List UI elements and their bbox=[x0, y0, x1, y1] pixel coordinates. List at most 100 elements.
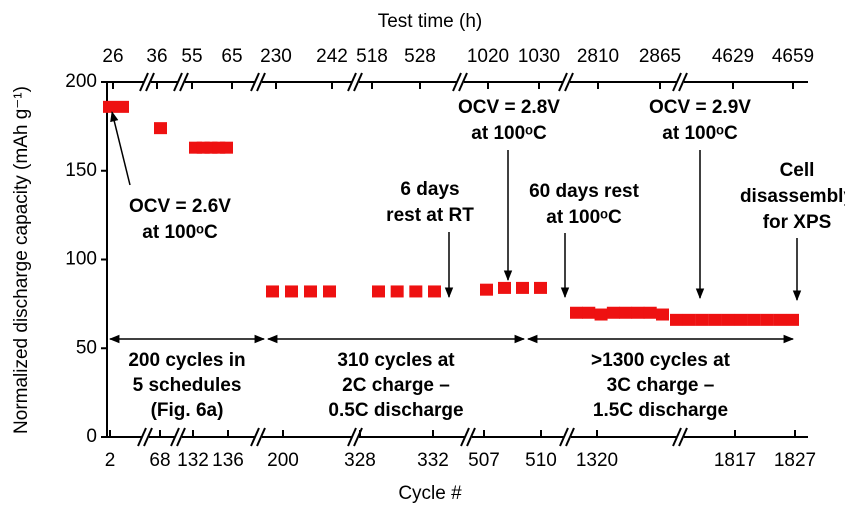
annotation-text: at 100ᵒC bbox=[471, 123, 547, 144]
axis-break bbox=[564, 72, 574, 92]
data-point bbox=[773, 313, 787, 326]
bottom-tick-label: 1817 bbox=[714, 450, 756, 471]
data-point bbox=[372, 285, 385, 298]
axis-break bbox=[672, 72, 682, 92]
axis-break-gap bbox=[457, 78, 464, 86]
annotation-text: at 100ᵒC bbox=[546, 207, 622, 228]
axis-break bbox=[170, 427, 180, 447]
data-point bbox=[304, 285, 317, 298]
data-point bbox=[266, 285, 279, 298]
axis-break-gap bbox=[255, 433, 262, 441]
data-point bbox=[682, 313, 696, 326]
bottom-tick-label: 328 bbox=[344, 450, 376, 471]
bottom-tick-label: 68 bbox=[149, 450, 170, 471]
top-tick-label: 2810 bbox=[577, 46, 619, 67]
top-tick-label: 4659 bbox=[772, 46, 814, 67]
bottom-tick-label: 2 bbox=[105, 450, 116, 471]
data-point bbox=[786, 313, 799, 326]
bottom-tick-label: 136 bbox=[212, 450, 244, 471]
top-tick-label: 4629 bbox=[712, 46, 754, 67]
top-axis-title: Test time (h) bbox=[378, 11, 483, 32]
data-point bbox=[760, 313, 774, 326]
data-point bbox=[747, 313, 761, 326]
data-point bbox=[619, 306, 633, 319]
data-point bbox=[116, 100, 129, 113]
annotation-text: at 100ᵒC bbox=[662, 123, 738, 144]
data-point bbox=[390, 285, 404, 298]
annotation-text: OCV = 2.8V bbox=[458, 97, 560, 118]
axis-break bbox=[452, 72, 462, 92]
data-point bbox=[695, 313, 709, 326]
annotation-text: 6 days bbox=[400, 179, 459, 200]
axis-break bbox=[558, 72, 568, 92]
axis-break bbox=[139, 72, 149, 92]
bottom-tick-label: 1827 bbox=[774, 450, 816, 471]
data-point bbox=[734, 313, 748, 326]
data-point bbox=[323, 285, 336, 298]
axis-break bbox=[466, 427, 476, 447]
axis-break-gap bbox=[352, 78, 359, 86]
top-tick-label: 65 bbox=[221, 46, 242, 67]
top-tick-label: 230 bbox=[260, 46, 292, 67]
range-text: (Fig. 6a) bbox=[151, 400, 224, 421]
data-point bbox=[606, 306, 620, 319]
annotation-text: for XPS bbox=[763, 212, 832, 233]
axis-break-gap bbox=[677, 78, 684, 86]
axis-break bbox=[678, 427, 688, 447]
data-point bbox=[498, 281, 511, 294]
bottom-axis-title: Cycle # bbox=[398, 483, 462, 504]
range-text: 3C charge – bbox=[607, 375, 715, 396]
axis-break-gap bbox=[564, 433, 571, 441]
axis-break bbox=[565, 427, 575, 447]
data-point bbox=[409, 285, 423, 298]
data-point bbox=[708, 313, 722, 326]
axis-break-gap bbox=[175, 433, 182, 441]
axis-break bbox=[460, 427, 470, 447]
axis-break bbox=[256, 427, 266, 447]
axis-break-gap bbox=[255, 78, 262, 86]
top-tick-label: 55 bbox=[181, 46, 202, 67]
axis-break bbox=[458, 72, 468, 92]
data-point bbox=[721, 313, 735, 326]
data-point bbox=[670, 313, 683, 326]
data-point bbox=[285, 285, 298, 298]
axis-break-gap bbox=[352, 433, 359, 441]
data-point bbox=[103, 100, 116, 113]
range-text: 200 cycles in bbox=[128, 350, 245, 371]
axis-break bbox=[179, 72, 189, 92]
y-tick-label: 200 bbox=[65, 71, 97, 92]
annotation-text: disassembly bbox=[740, 186, 845, 207]
axis-break-gap bbox=[563, 78, 570, 86]
range-text: 0.5C discharge bbox=[328, 400, 463, 421]
axis-break bbox=[176, 427, 186, 447]
bottom-tick-label: 200 bbox=[267, 450, 299, 471]
data-point bbox=[643, 306, 657, 319]
range-text: >1300 cycles at bbox=[591, 350, 731, 371]
annotation-arrow bbox=[110, 110, 131, 186]
data-point bbox=[428, 285, 441, 298]
axis-break-gap bbox=[142, 433, 149, 441]
range-text: 1.5C discharge bbox=[593, 400, 728, 421]
axis-break bbox=[672, 427, 682, 447]
bottom-tick-label: 510 bbox=[525, 450, 557, 471]
bottom-tick-label: 132 bbox=[177, 450, 209, 471]
axis-break bbox=[347, 427, 357, 447]
range-text: 310 cycles at bbox=[337, 350, 455, 371]
data-point bbox=[154, 122, 167, 135]
annotation-text: OCV = 2.6V bbox=[129, 196, 231, 217]
y-axis-title: Normalized discharge capacity (mAh g⁻¹) bbox=[11, 86, 32, 434]
data-point bbox=[594, 308, 608, 321]
axis-break-gap bbox=[677, 433, 684, 441]
top-tick-label: 36 bbox=[146, 46, 167, 67]
annotation-text: rest at RT bbox=[386, 205, 474, 226]
data-point bbox=[534, 281, 547, 294]
axis-break bbox=[250, 72, 260, 92]
data-point bbox=[631, 306, 645, 319]
bottom-tick-label: 332 bbox=[417, 450, 449, 471]
data-point bbox=[516, 281, 529, 294]
top-tick-label: 242 bbox=[316, 46, 348, 67]
axis-break bbox=[353, 427, 363, 447]
top-tick-label: 528 bbox=[404, 46, 436, 67]
bottom-tick-label: 507 bbox=[468, 450, 500, 471]
